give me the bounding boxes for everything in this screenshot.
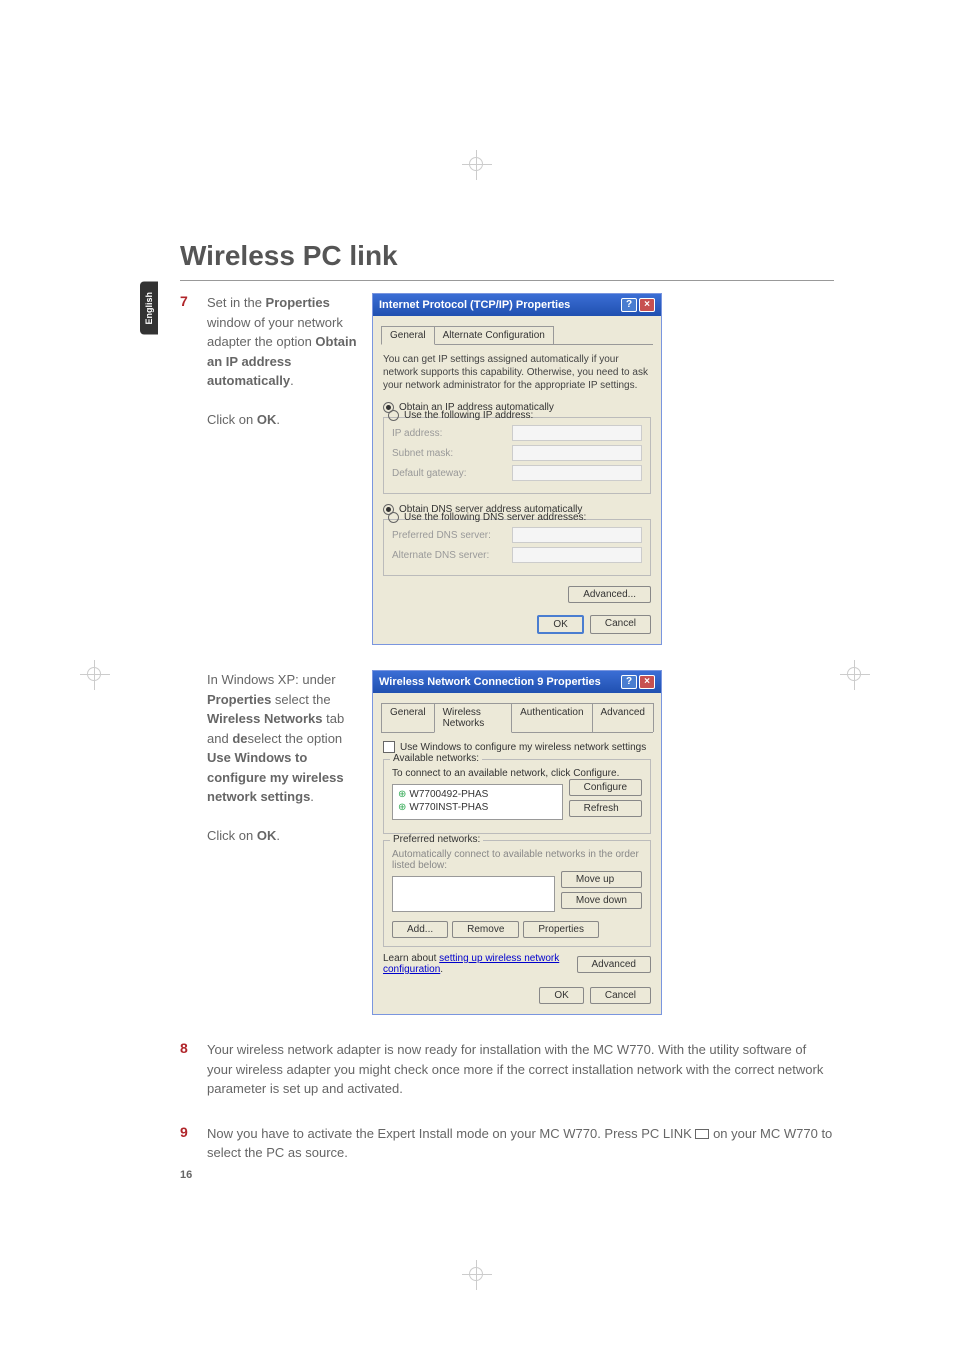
registration-mark-icon: [840, 660, 870, 690]
moveup-button[interactable]: Move up: [561, 871, 642, 888]
use-windows-checkbox-row[interactable]: Use Windows to configure my wireless net…: [383, 741, 651, 753]
step-xp-text: In Windows XP: under Properties select t…: [207, 670, 357, 1015]
advanced-button[interactable]: Advanced: [577, 956, 651, 973]
close-button[interactable]: ×: [639, 675, 655, 689]
available-group-label: Available networks:: [390, 753, 482, 764]
pc-link-icon: [695, 1129, 709, 1139]
cancel-button[interactable]: Cancel: [590, 987, 651, 1004]
properties-button[interactable]: Properties: [523, 921, 599, 938]
step-8-row: 8 Your wireless network adapter is now r…: [180, 1040, 834, 1099]
preferred-desc: Automatically connect to available netwo…: [392, 849, 642, 871]
tcp-ip-properties-dialog: Internet Protocol (TCP/IP) Properties ? …: [372, 293, 662, 645]
step-8-text: Your wireless network adapter is now rea…: [207, 1040, 834, 1099]
radio-icon: [388, 512, 399, 523]
step-number-9: 9: [180, 1124, 192, 1163]
step-xp-row: In Windows XP: under Properties select t…: [180, 670, 834, 1015]
registration-mark-icon: [462, 150, 492, 180]
advanced-button[interactable]: Advanced...: [568, 586, 651, 603]
tab-auth[interactable]: Authentication: [511, 703, 592, 732]
step-number-7: 7: [180, 293, 192, 645]
tab-wireless[interactable]: Wireless Networks: [434, 703, 513, 733]
ip-label: IP address:: [392, 428, 442, 439]
close-button[interactable]: ×: [639, 298, 655, 312]
ip-input[interactable]: [512, 425, 642, 441]
subnet-input[interactable]: [512, 445, 642, 461]
alt-dns-label: Alternate DNS server:: [392, 550, 489, 561]
dialog-title-text: Internet Protocol (TCP/IP) Properties: [379, 299, 570, 311]
page-title: Wireless PC link: [180, 240, 834, 281]
configure-button[interactable]: Configure: [569, 779, 642, 796]
dialog-titlebar: Wireless Network Connection 9 Properties…: [373, 671, 661, 693]
step-9-row: 9 Now you have to activate the Expert In…: [180, 1124, 834, 1163]
list-item: ⊕W770INST-PHAS: [396, 801, 559, 814]
tab-alternate[interactable]: Alternate Configuration: [434, 326, 554, 344]
page-number: 16: [180, 1169, 192, 1181]
step-9-text: Now you have to activate the Expert Inst…: [207, 1124, 834, 1163]
pref-dns-input[interactable]: [512, 527, 642, 543]
cancel-button[interactable]: Cancel: [590, 615, 651, 634]
ok-button[interactable]: OK: [537, 615, 583, 634]
available-desc: To connect to an available network, clic…: [392, 768, 642, 779]
help-button[interactable]: ?: [621, 298, 637, 312]
learn-prefix: Learn about: [383, 953, 439, 964]
subnet-label: Subnet mask:: [392, 448, 453, 459]
step-number-8: 8: [180, 1040, 192, 1099]
registration-mark-icon: [462, 1260, 492, 1290]
radio-use-ip[interactable]: Use the following IP address:: [388, 410, 642, 421]
refresh-button[interactable]: Refresh: [569, 800, 642, 817]
step-7-row: 7 Set in the Properties window of your n…: [180, 293, 834, 645]
add-button[interactable]: Add...: [392, 921, 448, 938]
registration-mark-icon: [80, 660, 110, 690]
help-button[interactable]: ?: [621, 675, 637, 689]
gateway-label: Default gateway:: [392, 468, 467, 479]
pref-dns-label: Preferred DNS server:: [392, 530, 491, 541]
remove-button[interactable]: Remove: [452, 921, 519, 938]
gateway-input[interactable]: [512, 465, 642, 481]
language-tab: English: [140, 282, 158, 335]
step-spacer: [180, 670, 192, 1015]
list-item: ⊕W7700492-PHAS: [396, 788, 559, 801]
tab-general[interactable]: General: [381, 703, 435, 732]
dialog-description: You can get IP settings assigned automat…: [383, 353, 651, 392]
tab-general[interactable]: General: [381, 326, 435, 345]
alt-dns-input[interactable]: [512, 547, 642, 563]
dialog-titlebar: Internet Protocol (TCP/IP) Properties ? …: [373, 294, 661, 316]
radio-use-dns[interactable]: Use the following DNS server addresses:: [388, 512, 642, 523]
preferred-group-label: Preferred networks:: [390, 834, 483, 845]
dialog-title-text: Wireless Network Connection 9 Properties: [379, 676, 601, 688]
movedown-button[interactable]: Move down: [561, 892, 642, 909]
step-7-text: Set in the Properties window of your net…: [207, 293, 357, 645]
available-networks-list[interactable]: ⊕W7700492-PHAS ⊕W770INST-PHAS: [392, 784, 563, 820]
preferred-networks-list[interactable]: [392, 876, 555, 912]
wireless-connection-dialog: Wireless Network Connection 9 Properties…: [372, 670, 662, 1015]
checkbox-icon: [383, 741, 395, 753]
ok-button[interactable]: OK: [539, 987, 583, 1004]
tab-advanced[interactable]: Advanced: [592, 703, 654, 732]
radio-icon: [388, 410, 399, 421]
